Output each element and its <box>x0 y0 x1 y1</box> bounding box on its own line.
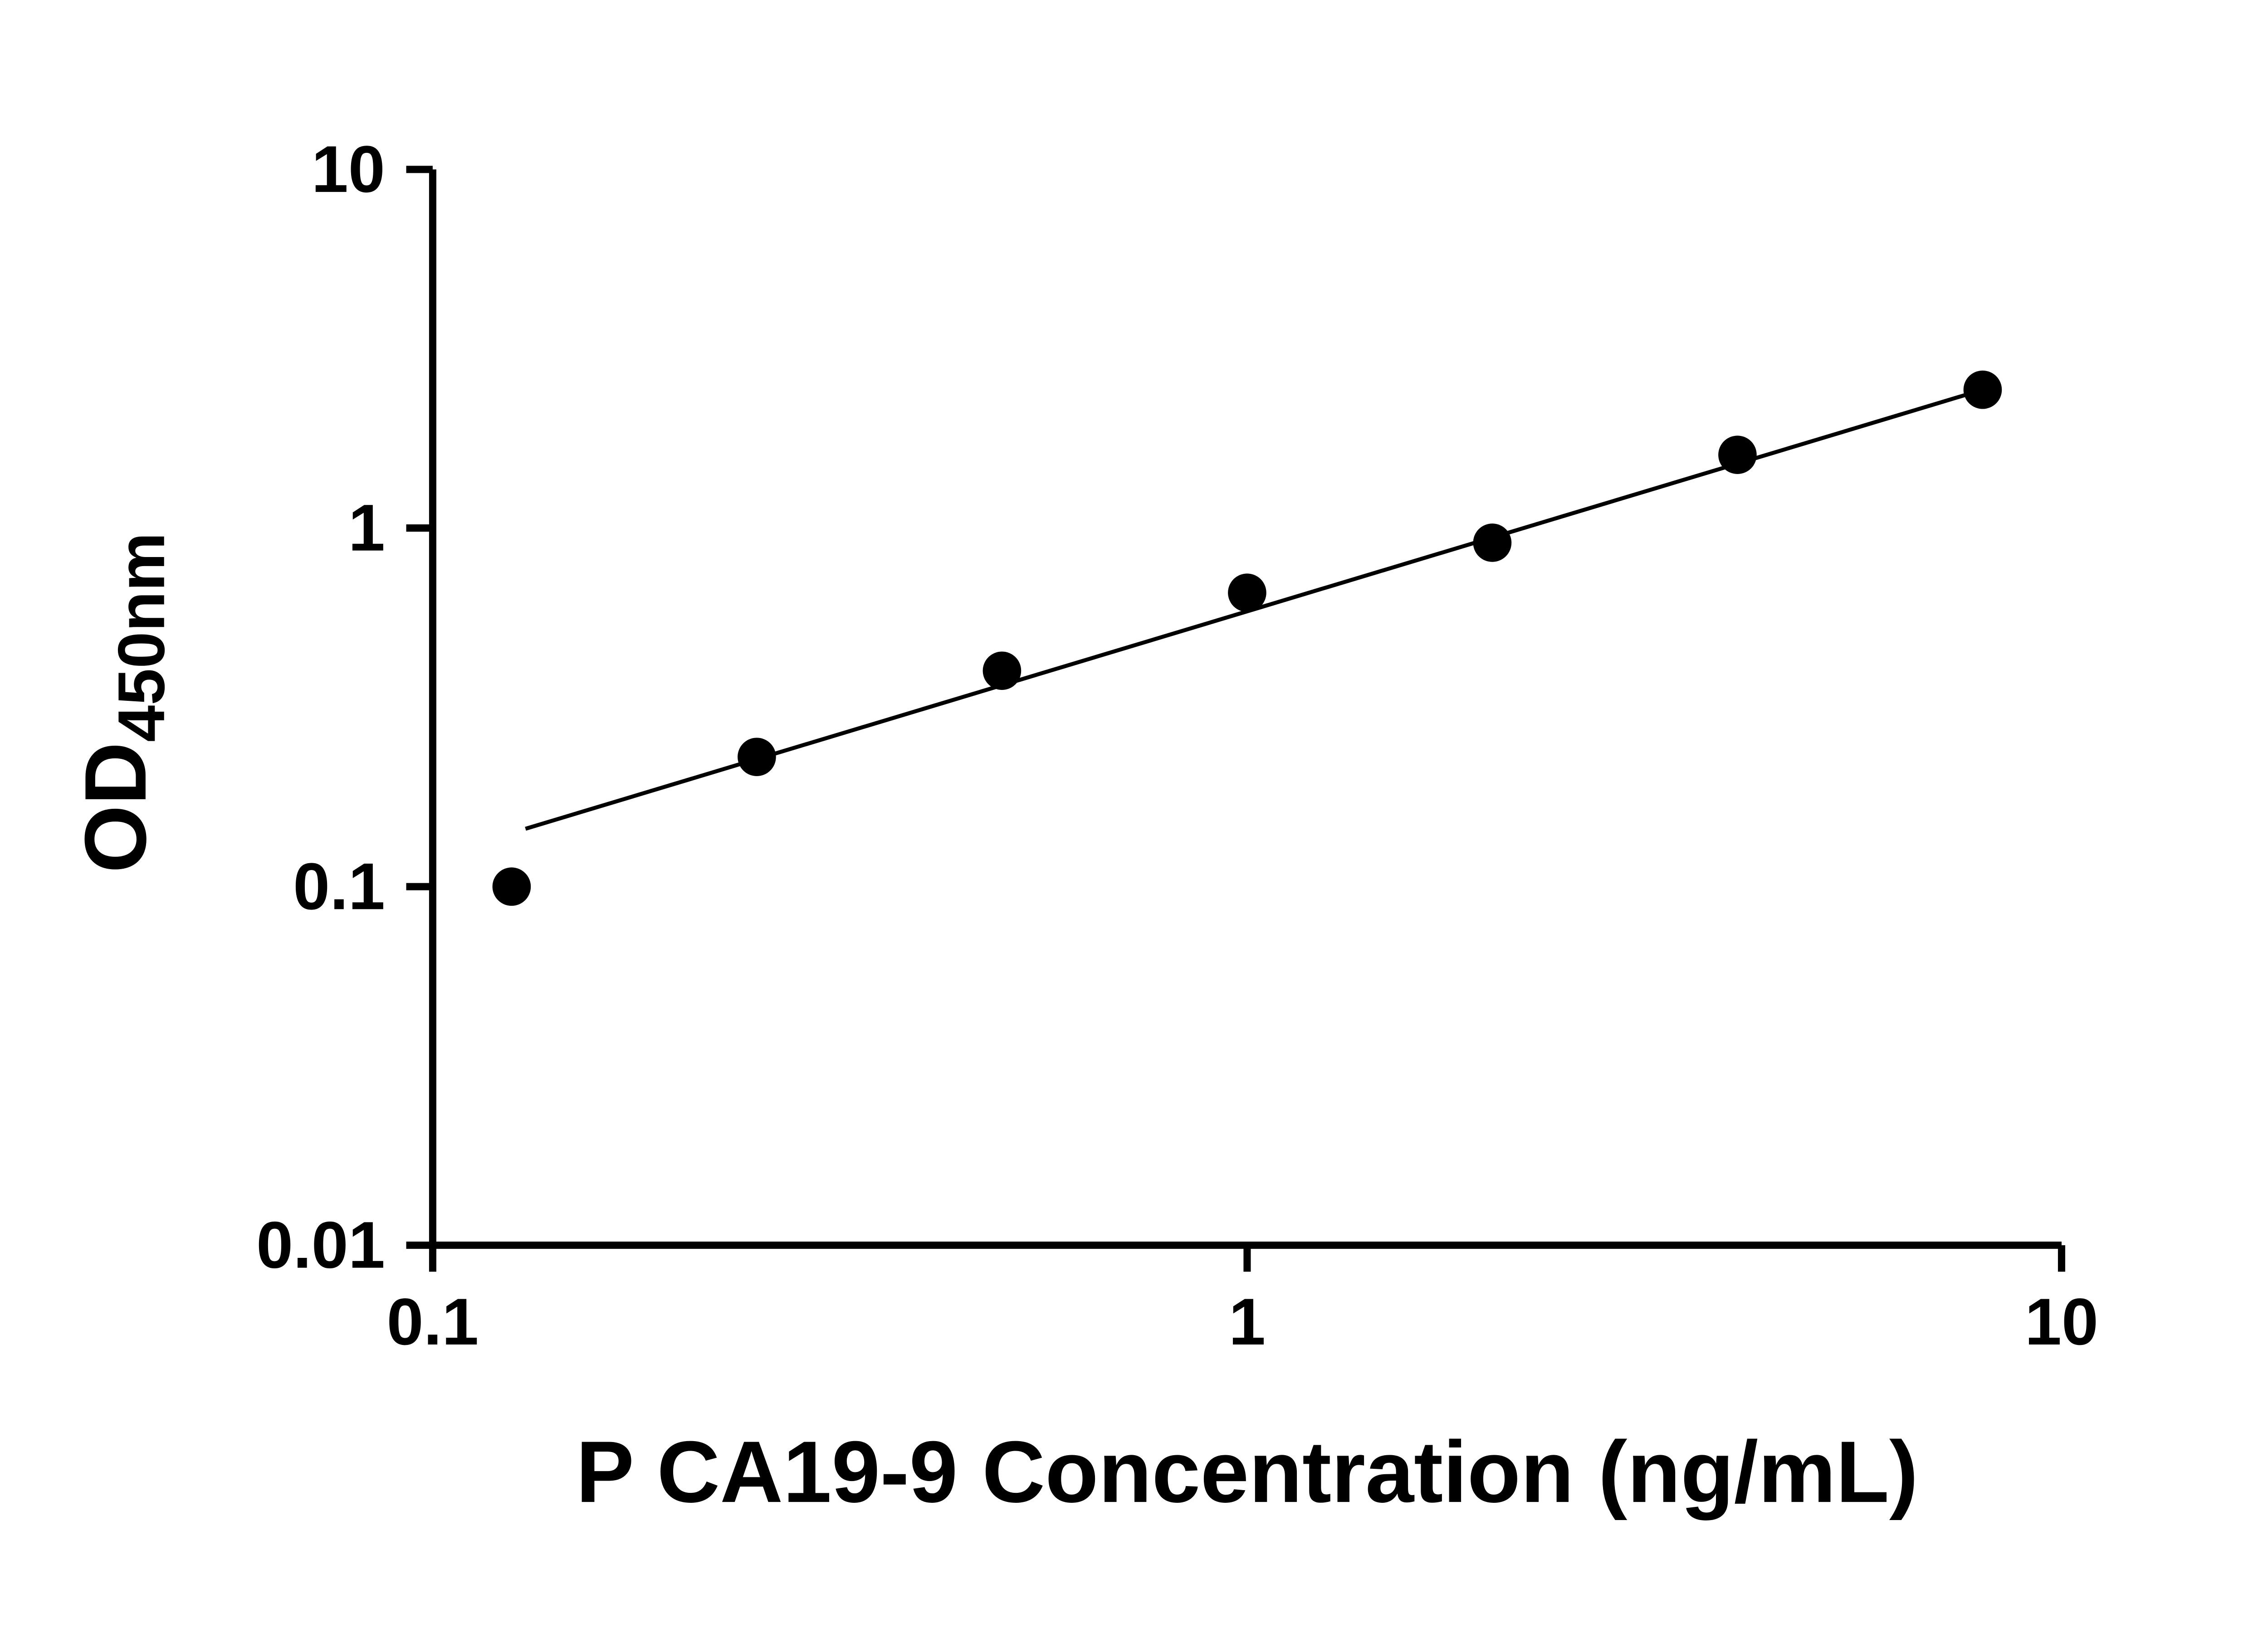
y-axis-tick-label: 10 <box>312 132 385 206</box>
y-axis-tick-label: 0.01 <box>256 1208 385 1282</box>
y-axis-title: OD450nm <box>67 533 178 873</box>
x-axis-tick-label: 1 <box>1229 1285 1266 1359</box>
x-axis-tick-label: 0.1 <box>387 1285 479 1359</box>
data-point <box>492 867 531 906</box>
y-axis-title-subscript: 450nm <box>104 533 178 742</box>
x-axis-tick-label: 10 <box>2025 1285 2098 1359</box>
y-axis-title-main: OD <box>67 742 164 873</box>
data-point <box>738 738 776 776</box>
y-axis-tick-label: 0.1 <box>293 849 385 923</box>
y-axis-tick-label: 1 <box>348 491 385 565</box>
x-axis-title: P CA19-9 Concentration (ng/mL) <box>576 1423 1918 1521</box>
data-point <box>1718 435 1757 474</box>
axis-lines <box>429 169 2062 1249</box>
data-point <box>982 651 1022 690</box>
data-point <box>1473 523 1512 562</box>
data-point <box>1228 573 1266 612</box>
data-point <box>1963 370 2002 409</box>
